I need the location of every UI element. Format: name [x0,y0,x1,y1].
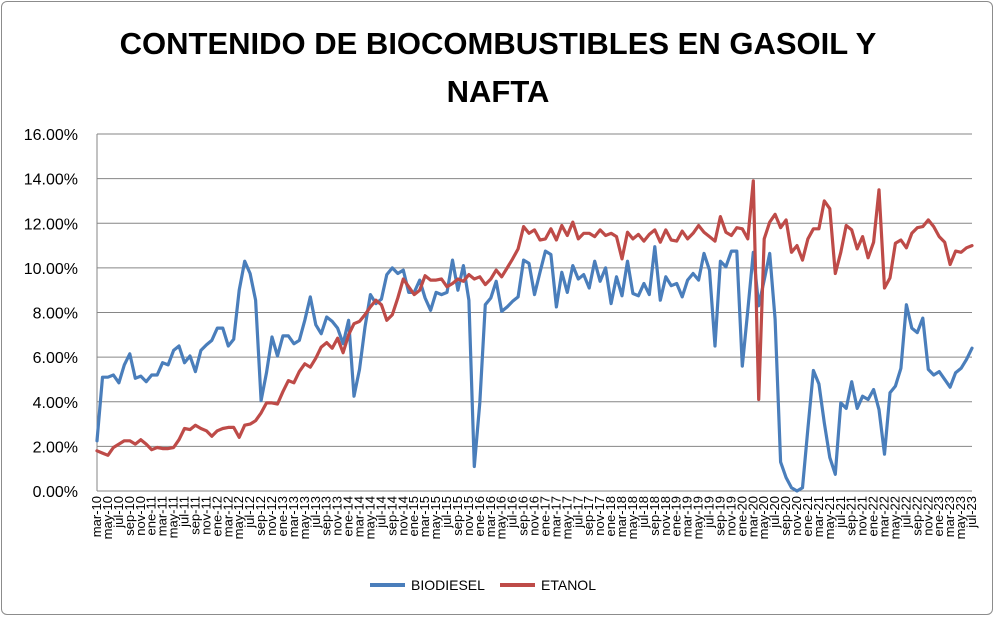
x-tick-label: jul-17 [570,496,585,529]
x-tick-label: ene-21 [800,496,815,536]
x-tick-label: ene-11 [144,496,159,536]
x-tick-label: jul-13 [308,496,323,529]
x-tick-label: jul-10 [111,496,126,529]
x-tick-label: sep-14 [384,496,399,536]
x-tick-label: jul-20 [767,496,782,529]
x-tick-label: sep-13 [319,496,334,536]
x-tick-label: sep-18 [647,496,662,536]
x-tick-label: ene-15 [406,496,421,536]
x-tick-label: ene-22 [866,496,881,536]
y-tick-label: 12.00% [24,216,78,233]
x-tick-label: mar-15 [417,496,432,537]
x-tick-label: nov-22 [920,496,935,536]
x-tick-label: may-15 [428,496,443,539]
x-tick-label: nov-10 [133,496,148,536]
y-tick-label: 8.00% [33,306,78,323]
y-tick-label: 10.00% [24,261,78,278]
x-tick-label: ene-14 [341,496,356,536]
x-tick-label: jul-15 [439,496,454,529]
x-tick-label: sep-22 [909,496,924,536]
x-tick-label: ene-13 [275,496,290,536]
x-tick-label: nov-13 [330,496,345,536]
x-tick-label: nov-21 [855,496,870,536]
x-tick-label: nov-17 [592,496,607,536]
y-tick-label: 2.00% [33,439,78,456]
x-tick-label: may-18 [625,496,640,539]
x-tick-label: sep-20 [778,496,793,536]
y-tick-label: 0.00% [33,484,78,501]
x-tick-label: jul-16 [505,496,520,529]
x-tick-label: jul-11 [177,496,192,528]
x-tick-label: mar-20 [745,496,760,537]
x-tick-label: may-20 [756,496,771,539]
x-tick-label: mar-18 [614,496,629,537]
x-tick-label: mar-16 [483,496,498,537]
x-tick-label: ene-23 [931,496,946,536]
x-tick-label: jul-19 [702,496,717,529]
x-tick-label: nov-18 [658,496,673,536]
x-tick-label: may-12 [231,496,246,539]
x-tick-label: sep-15 [450,496,465,536]
series-line-biodiesel [95,245,974,493]
chart-title: CONTENIDO DE BIOCOMBUSTIBLES EN GASOIL Y… [0,20,996,116]
x-tick-label: mar-14 [352,496,367,537]
x-tick-label: ene-20 [734,496,749,536]
x-tick-label: may-22 [887,496,902,539]
x-tick-label: jul-21 [833,496,848,529]
x-tick-label: sep-21 [844,496,859,536]
x-tick-label: mar-22 [877,496,892,537]
x-tick-label: mar-10 [89,496,104,537]
y-tick-label: 6.00% [33,350,78,367]
x-tick-label: may-21 [822,496,837,539]
legend-label-etanol: ETANOL [541,577,596,593]
x-tick-label: mar-11 [155,496,170,536]
x-tick-label: mar-13 [286,496,301,537]
x-tick-label: ene-12 [209,496,224,536]
x-tick-label: mar-23 [942,496,957,537]
series-line-etanol [95,179,974,457]
x-tick-label: mar-21 [811,496,826,537]
x-tick-label: mar-19 [680,496,695,537]
x-tick-label: nov-20 [789,496,804,536]
x-tick-label: jul-18 [636,496,651,529]
x-tick-label: mar-17 [548,496,563,537]
y-tick-label: 14.00% [24,172,78,189]
x-tick-label: jul-14 [373,496,388,529]
legend-label-biodiesel: BIODIESEL [411,577,485,593]
x-tick-label: nov-15 [461,496,476,536]
x-tick-label: may-14 [362,496,377,539]
x-tick-label: sep-12 [253,496,268,536]
x-tick-label: ene-16 [472,496,487,536]
x-tick-label: ene-17 [537,496,552,536]
x-tick-label: nov-19 [723,496,738,536]
x-tick-label: may-19 [691,496,706,539]
y-tick-label: 4.00% [33,395,78,412]
x-tick-label: jul-23 [964,496,979,529]
x-tick-label: mar-12 [220,496,235,537]
x-tick-label: ene-18 [603,496,618,536]
x-tick-label: may-11 [166,496,181,538]
x-tick-label: nov-11 [198,496,213,535]
x-tick-label: nov-12 [264,496,279,536]
chart-title-line-1: CONTENIDO DE BIOCOMBUSTIBLES EN GASOIL Y [119,26,877,61]
x-tick-label: may-17 [559,496,574,539]
x-tick-label: sep-16 [516,496,531,536]
x-tick-label: sep-11 [187,496,202,535]
x-tick-label: jul-12 [242,496,257,529]
x-tick-label: sep-19 [712,496,727,536]
x-tick-label: may-13 [297,496,312,539]
x-tick-label: ene-19 [669,496,684,536]
y-tick-label: 16.00% [24,127,78,144]
x-tick-label: sep-17 [581,496,596,536]
x-tick-label: nov-16 [527,496,542,536]
x-tick-label: jul-22 [898,496,913,529]
x-tick-label: may-10 [100,496,115,539]
chart-title-line-2: NAFTA [446,74,550,109]
x-tick-label: sep-10 [122,496,137,536]
x-tick-label: may-16 [494,496,509,539]
x-tick-label: may-23 [953,496,968,539]
x-tick-label: nov-14 [395,496,410,536]
